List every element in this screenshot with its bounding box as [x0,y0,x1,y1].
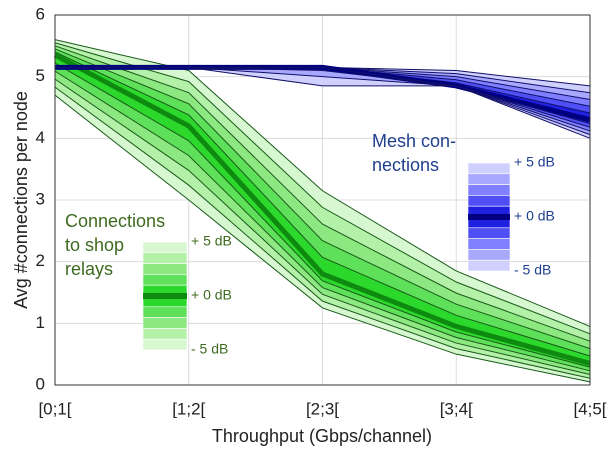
annotation: to shop [65,235,124,255]
legend-swatch [467,184,511,196]
line [53,52,591,366]
annotation: relays [65,259,113,279]
y-tick-label: 0 [36,374,45,393]
annotation: Mesh con- [372,131,456,151]
y-tick-label: 1 [36,313,45,332]
plot-frame [54,14,591,386]
legend-swatch [142,241,188,254]
legend-center [468,214,510,220]
x-tick-label: [2;3[ [306,399,339,418]
line [54,51,591,357]
legend-label: - 5 dB [514,262,551,278]
line [54,86,591,379]
legend-swatch [467,259,511,272]
legend-label: + 0 dB [191,287,232,303]
annotation: Connections [65,211,165,231]
band [55,67,590,100]
x-tick-label: [4;5[ [573,399,606,418]
legend-swatch [142,317,188,329]
legend-label: - 5 dB [191,341,228,357]
line [54,39,591,327]
y-tick-label: 4 [36,128,45,147]
line [54,45,591,342]
legend-swatch [467,238,511,250]
legend-swatch [467,173,511,185]
band [55,67,590,139]
line [54,94,591,383]
y-tick-label: 5 [36,66,45,85]
legend-swatch [467,227,511,239]
y-tick-label: 3 [36,189,45,208]
x-axis-label: Throughput (Gbps/channel) [212,426,432,446]
band [55,55,590,368]
y-tick-label: 2 [36,251,45,270]
y-axis-label: Avg #connections per node [11,91,31,309]
x-tick-label: [0;1[ [38,399,71,418]
legend-swatch [467,195,511,207]
line [54,78,591,376]
line [54,70,591,372]
y-tick-label: 6 [36,4,45,23]
legend-label: + 0 dB [514,208,555,224]
legend-swatch [142,252,188,264]
line [54,48,591,350]
line [54,62,591,368]
legend-swatch [467,162,511,175]
annotation: nections [372,155,439,175]
x-tick-label: [1;2[ [172,399,205,418]
x-tick-label: [3;4[ [440,399,473,418]
legend-label: + 5 dB [514,154,555,170]
legend-center [143,293,187,299]
legend-swatch [467,249,511,261]
legend-swatch [142,263,188,275]
legend-swatch [142,306,188,318]
legend-swatch [142,274,188,286]
line [55,66,591,139]
legend-label: + 5 dB [191,233,232,249]
legend-swatch [142,328,188,340]
legend-swatch [142,338,188,351]
